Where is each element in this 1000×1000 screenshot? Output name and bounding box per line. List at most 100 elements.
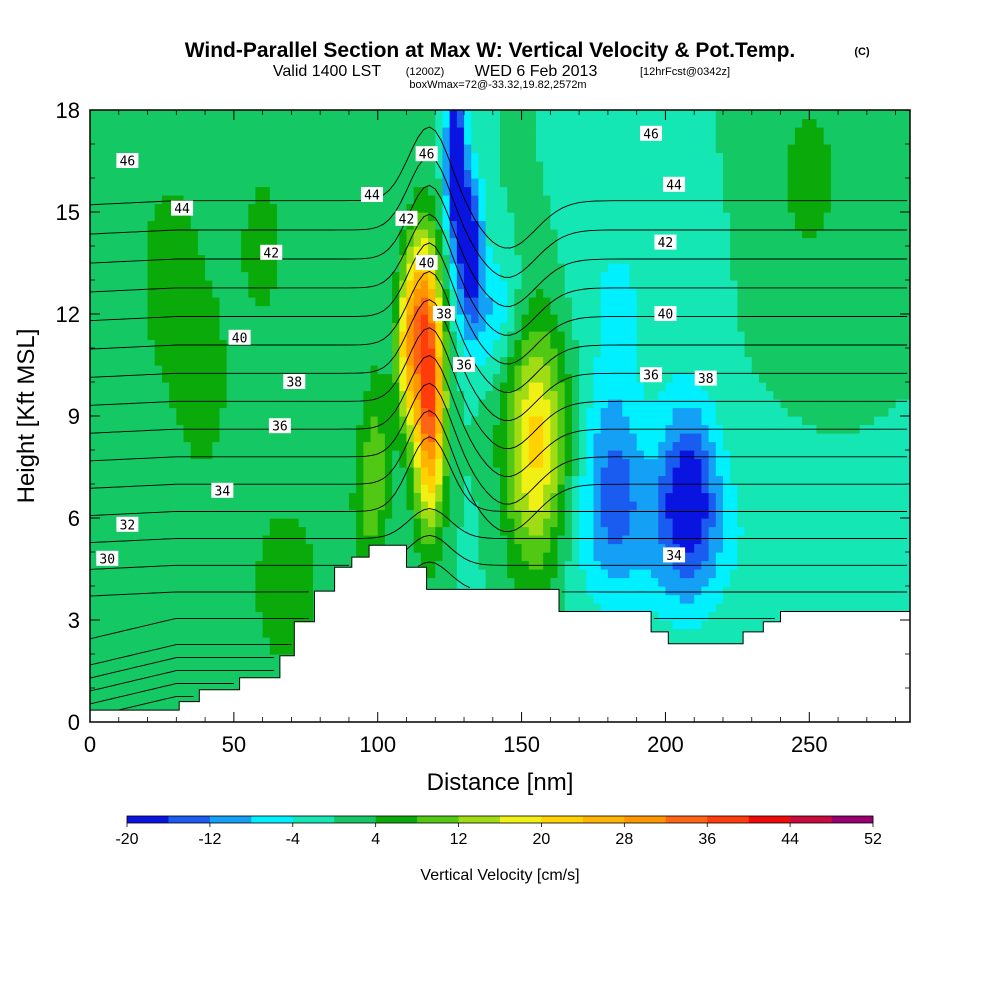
field-cell xyxy=(399,484,408,494)
field-cell xyxy=(154,475,163,485)
field-cell xyxy=(125,637,134,647)
field-cell xyxy=(535,484,544,494)
field-cell xyxy=(852,416,861,426)
field-cell xyxy=(492,348,501,358)
field-cell xyxy=(255,671,264,681)
field-cell xyxy=(514,535,523,545)
field-cell xyxy=(205,458,213,468)
field-cell xyxy=(197,611,206,621)
field-cell xyxy=(104,348,113,358)
field-cell xyxy=(161,654,170,664)
field-cell xyxy=(607,450,616,460)
field-cell xyxy=(176,526,185,536)
field-cell xyxy=(104,620,113,630)
field-cell xyxy=(348,407,357,417)
field-cell xyxy=(420,526,429,536)
field-cell xyxy=(435,467,444,477)
field-cell xyxy=(334,450,343,460)
field-cell xyxy=(651,552,659,562)
field-cell xyxy=(658,594,667,604)
field-cell xyxy=(658,475,667,485)
field-cell xyxy=(305,450,314,460)
field-cell xyxy=(471,475,480,485)
field-cell xyxy=(571,467,580,477)
field-cell xyxy=(428,450,436,460)
field-cell xyxy=(248,671,257,681)
field-cell xyxy=(672,509,681,519)
field-cell xyxy=(823,399,832,409)
field-cell xyxy=(277,526,285,536)
field-cell xyxy=(241,356,249,366)
field-cell xyxy=(665,475,674,485)
field-cell xyxy=(212,543,221,553)
field-cell xyxy=(874,526,882,536)
field-cell xyxy=(492,526,501,536)
field-cell xyxy=(586,552,595,562)
field-cell xyxy=(838,433,846,443)
field-cell xyxy=(161,399,170,409)
field-cell xyxy=(715,577,724,587)
field-cell xyxy=(722,501,731,511)
field-cell xyxy=(471,441,480,451)
field-cell xyxy=(197,416,206,426)
field-cell xyxy=(838,501,846,511)
field-cell xyxy=(744,433,753,443)
field-cell xyxy=(823,509,832,519)
field-cell xyxy=(500,433,508,443)
field-cell xyxy=(255,390,264,400)
field-cell xyxy=(435,365,444,375)
field-cell xyxy=(478,348,487,358)
field-cell xyxy=(679,356,688,366)
field-cell xyxy=(622,399,631,409)
field-cell xyxy=(701,628,710,638)
field-cell xyxy=(90,365,98,375)
field-cell xyxy=(140,620,149,630)
field-cell xyxy=(737,543,746,553)
field-cell xyxy=(169,535,177,545)
field-cell xyxy=(226,467,235,477)
field-cell xyxy=(161,620,170,630)
field-cell xyxy=(133,416,141,426)
field-cell xyxy=(190,654,199,664)
field-cell xyxy=(809,586,818,596)
field-cell xyxy=(593,552,602,562)
field-cell xyxy=(161,501,170,511)
field-cell xyxy=(277,594,285,604)
field-cell xyxy=(744,373,753,383)
field-cell xyxy=(600,518,609,528)
field-cell xyxy=(464,382,472,392)
field-cell xyxy=(169,671,177,681)
field-cell xyxy=(90,416,98,426)
field-cell xyxy=(370,458,379,468)
field-cell xyxy=(715,441,724,451)
field-cell xyxy=(629,416,638,426)
field-cell xyxy=(442,569,451,579)
field-cell xyxy=(593,518,602,528)
field-cell xyxy=(392,484,400,494)
field-cell xyxy=(701,577,710,587)
field-cell xyxy=(658,526,667,536)
field-cell xyxy=(701,594,710,604)
field-cell xyxy=(550,475,559,485)
field-cell xyxy=(348,365,357,375)
field-cell xyxy=(147,679,156,689)
field-cell xyxy=(679,611,688,621)
field-cell xyxy=(809,365,818,375)
field-cell xyxy=(485,390,494,400)
field-cell xyxy=(701,603,710,613)
field-cell xyxy=(679,526,688,536)
field-cell xyxy=(636,535,645,545)
field-cell xyxy=(622,382,631,392)
field-cell xyxy=(219,407,228,417)
field-cell xyxy=(161,688,170,698)
field-cell xyxy=(320,526,328,536)
field-cell xyxy=(449,509,458,519)
field-cell xyxy=(118,475,127,485)
field-cell xyxy=(320,518,328,528)
field-cell xyxy=(241,654,249,664)
field-cell xyxy=(356,382,364,392)
field-cell xyxy=(104,535,113,545)
field-cell xyxy=(428,441,436,451)
field-cell xyxy=(809,373,818,383)
field-cell xyxy=(636,526,645,536)
